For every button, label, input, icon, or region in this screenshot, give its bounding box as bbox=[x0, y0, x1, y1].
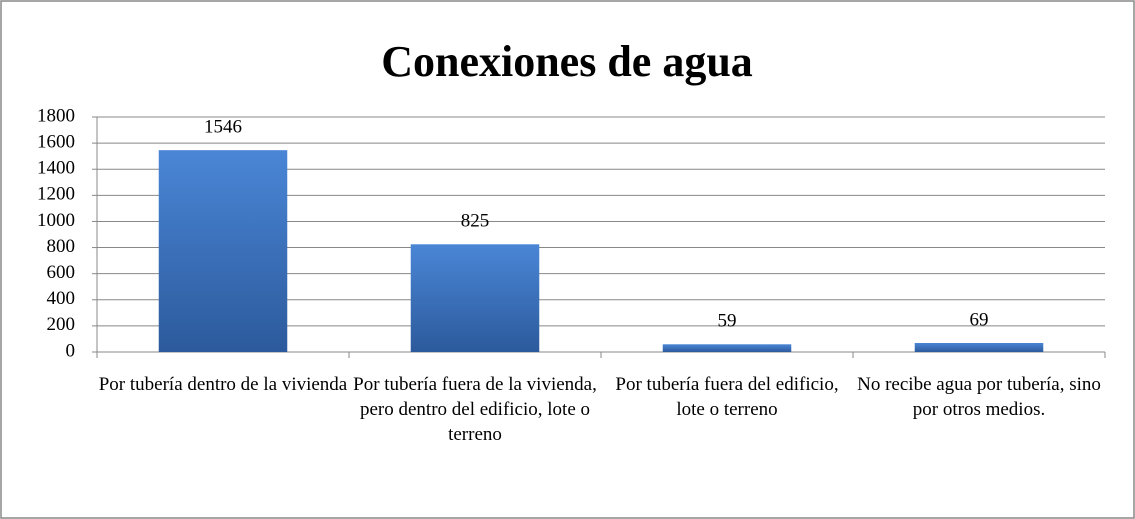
x-tick-label: No recibe agua por tubería, sino por otr… bbox=[857, 374, 1101, 420]
chart-title: Conexiones de agua bbox=[381, 37, 753, 86]
x-tick-label: Por tubería dentro de la vivienda bbox=[98, 374, 348, 395]
data-label: 825 bbox=[461, 211, 490, 232]
y-tick-label: 600 bbox=[47, 262, 76, 283]
y-tick-label: 400 bbox=[47, 288, 76, 309]
bar bbox=[158, 150, 288, 352]
x-tick-label: Por tubería fuera de la vivienda, pero d… bbox=[353, 374, 597, 445]
y-tick-label: 1600 bbox=[37, 131, 75, 152]
y-tick-label: 200 bbox=[47, 314, 76, 335]
bar bbox=[914, 342, 1044, 352]
bar bbox=[410, 244, 540, 352]
data-label: 69 bbox=[970, 309, 989, 330]
y-tick-label: 1000 bbox=[37, 210, 75, 231]
y-tick-label: 0 bbox=[66, 340, 76, 361]
x-tick-label: Por tubería fuera del edificio, lote o t… bbox=[615, 374, 839, 420]
data-label: 1546 bbox=[204, 117, 242, 138]
data-label: 59 bbox=[718, 311, 737, 332]
y-tick-label: 800 bbox=[47, 236, 76, 257]
y-tick-label: 1800 bbox=[37, 105, 75, 126]
bar bbox=[662, 344, 792, 352]
y-tick-label: 1400 bbox=[37, 158, 75, 179]
y-tick-label: 1200 bbox=[37, 184, 75, 205]
